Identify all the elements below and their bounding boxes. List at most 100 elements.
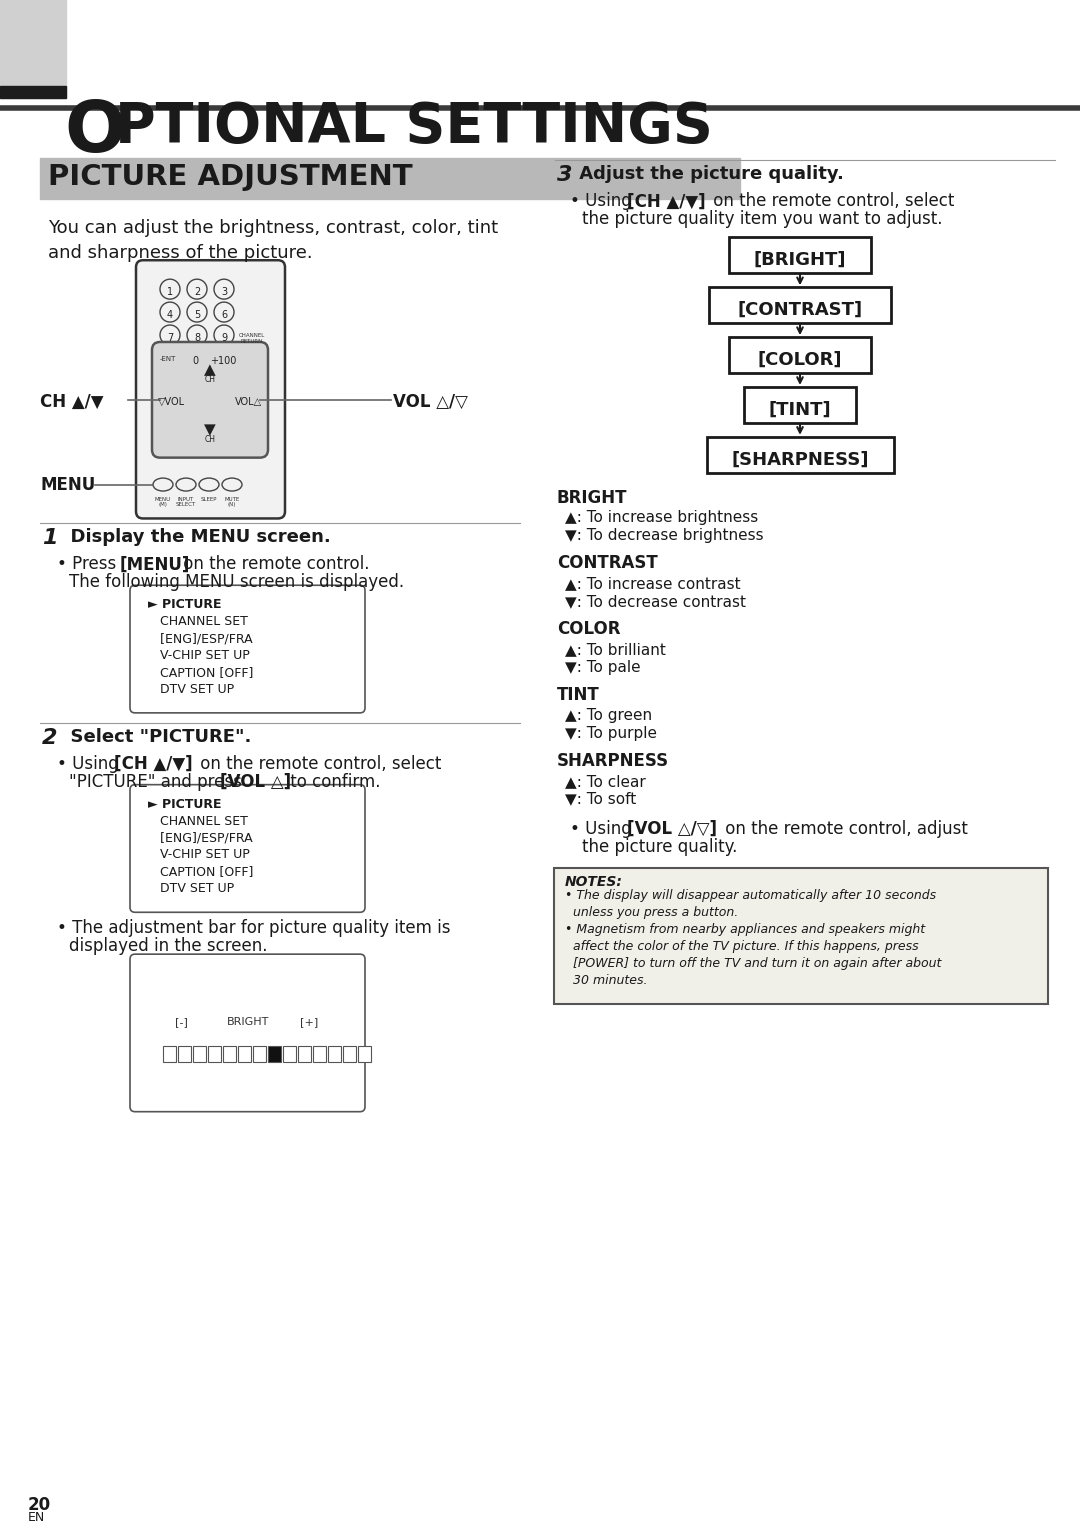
Text: DTV SET UP: DTV SET UP <box>148 684 234 696</box>
Text: INPUT
SELECT: INPUT SELECT <box>176 496 197 507</box>
Text: [-]: [-] <box>175 1016 188 1027</box>
Text: Adjust the picture quality.: Adjust the picture quality. <box>573 165 843 183</box>
Text: -ENT: -ENT <box>160 356 176 362</box>
FancyBboxPatch shape <box>744 388 856 423</box>
Text: You can adjust the brightness, contrast, color, tint
and sharpness of the pictur: You can adjust the brightness, contrast,… <box>48 220 498 262</box>
Text: 5: 5 <box>194 310 200 320</box>
Text: on the remote control, select: on the remote control, select <box>195 755 442 772</box>
Text: BRIGHT: BRIGHT <box>557 488 627 507</box>
Text: 9: 9 <box>221 333 227 343</box>
Text: [CH ▲/▼]: [CH ▲/▼] <box>627 192 705 211</box>
Text: VOL△: VOL△ <box>234 397 261 407</box>
Text: [SHARPNESS]: [SHARPNESS] <box>731 450 868 468</box>
Text: [VOL △/▽]: [VOL △/▽] <box>627 819 717 838</box>
Text: "PICTURE" and press: "PICTURE" and press <box>69 772 247 790</box>
Text: DTV SET UP: DTV SET UP <box>148 882 234 896</box>
Text: ▼: To pale: ▼: To pale <box>565 661 640 674</box>
Text: • Using: • Using <box>57 755 124 772</box>
Text: • The display will disappear automatically after 10 seconds
  unless you press a: • The display will disappear automatical… <box>565 890 936 919</box>
Text: SLEEP: SLEEP <box>201 496 217 502</box>
FancyBboxPatch shape <box>130 784 365 913</box>
Text: ▼: To purple: ▼: To purple <box>565 726 657 740</box>
Text: CH ▲/▼: CH ▲/▼ <box>40 392 104 410</box>
Bar <box>0 85 66 98</box>
Text: [CH ▲/▼]: [CH ▲/▼] <box>114 755 192 772</box>
Text: Display the MENU screen.: Display the MENU screen. <box>58 528 330 546</box>
Text: • Press: • Press <box>57 555 121 574</box>
Text: to confirm.: to confirm. <box>285 772 380 790</box>
Text: 1: 1 <box>42 528 57 548</box>
FancyBboxPatch shape <box>729 238 870 273</box>
Text: the picture quality.: the picture quality. <box>582 838 738 856</box>
Text: EN: EN <box>28 1511 45 1523</box>
Text: 3: 3 <box>221 287 227 298</box>
Text: ▼: To decrease brightness: ▼: To decrease brightness <box>565 528 764 543</box>
Text: V-CHIP SET UP: V-CHIP SET UP <box>148 649 249 662</box>
Text: VOL △/▽: VOL △/▽ <box>393 392 468 410</box>
Text: [ENG]/ESP/FRA: [ENG]/ESP/FRA <box>148 832 253 844</box>
Text: 6: 6 <box>221 310 227 320</box>
FancyBboxPatch shape <box>729 337 870 372</box>
Text: CH: CH <box>204 375 216 385</box>
Text: on the remote control.: on the remote control. <box>178 555 369 574</box>
Text: ▼: To decrease contrast: ▼: To decrease contrast <box>565 594 746 609</box>
Text: ▲: To clear: ▲: To clear <box>565 774 646 789</box>
Bar <box>357 1045 372 1062</box>
Text: CAPTION [OFF]: CAPTION [OFF] <box>148 665 254 679</box>
Text: SHARPNESS: SHARPNESS <box>557 752 670 769</box>
FancyBboxPatch shape <box>130 586 365 713</box>
Text: [+]: [+] <box>300 1016 318 1027</box>
Text: ► PICTURE: ► PICTURE <box>148 798 221 810</box>
Text: [TINT]: [TINT] <box>769 401 832 418</box>
Text: [COLOR]: [COLOR] <box>758 351 842 369</box>
Text: CH: CH <box>204 435 216 444</box>
Text: ▲: To increase brightness: ▲: To increase brightness <box>565 511 758 525</box>
Text: ▲: To increase contrast: ▲: To increase contrast <box>565 577 741 591</box>
Bar <box>313 1045 326 1062</box>
FancyBboxPatch shape <box>152 342 268 458</box>
Bar <box>328 1045 341 1062</box>
Text: TINT: TINT <box>557 687 599 703</box>
Text: 8: 8 <box>194 333 200 343</box>
Text: COLOR: COLOR <box>557 620 621 638</box>
Text: the picture quality item you want to adjust.: the picture quality item you want to adj… <box>582 211 943 229</box>
Text: MENU: MENU <box>40 476 95 493</box>
Bar <box>40 157 740 200</box>
Text: ▲: To green: ▲: To green <box>565 708 652 723</box>
Text: ▽VOL: ▽VOL <box>159 397 186 407</box>
Text: 0: 0 <box>192 356 198 366</box>
Text: [CONTRAST]: [CONTRAST] <box>738 301 863 319</box>
Text: 4: 4 <box>167 310 173 320</box>
FancyBboxPatch shape <box>130 954 365 1111</box>
Bar <box>298 1045 311 1062</box>
FancyBboxPatch shape <box>554 868 1048 1004</box>
Text: MUTE
(N): MUTE (N) <box>225 496 240 507</box>
Text: on the remote control, select: on the remote control, select <box>708 192 955 211</box>
Text: 7: 7 <box>167 333 173 343</box>
Text: ▼: ▼ <box>204 423 216 438</box>
Text: ▼: To soft: ▼: To soft <box>565 792 636 807</box>
Bar <box>178 1045 191 1062</box>
Text: [ENG]/ESP/FRA: [ENG]/ESP/FRA <box>148 632 253 645</box>
Bar <box>268 1045 281 1062</box>
Text: [BRIGHT]: [BRIGHT] <box>754 252 847 269</box>
Text: [VOL △]: [VOL △] <box>220 772 292 790</box>
Text: CHANNEL SET: CHANNEL SET <box>148 615 248 629</box>
Text: 2: 2 <box>194 287 200 298</box>
FancyBboxPatch shape <box>136 261 285 519</box>
Text: The following MENU screen is displayed.: The following MENU screen is displayed. <box>69 574 404 591</box>
Text: O: O <box>64 98 125 166</box>
Text: on the remote control, adjust: on the remote control, adjust <box>720 819 968 838</box>
Bar <box>193 1045 206 1062</box>
Text: CHANNEL SET: CHANNEL SET <box>148 815 248 827</box>
Text: • Magnetism from nearby appliances and speakers might
  affect the color of the : • Magnetism from nearby appliances and s… <box>565 923 942 987</box>
Text: displayed in the screen.: displayed in the screen. <box>69 937 268 955</box>
Bar <box>238 1045 251 1062</box>
Text: 2: 2 <box>42 728 57 748</box>
Text: BRIGHT: BRIGHT <box>227 1016 269 1027</box>
Text: 1: 1 <box>167 287 173 298</box>
Text: V-CHIP SET UP: V-CHIP SET UP <box>148 848 249 862</box>
Text: CONTRAST: CONTRAST <box>557 554 658 572</box>
Text: Select "PICTURE".: Select "PICTURE". <box>58 728 252 746</box>
FancyBboxPatch shape <box>708 287 891 324</box>
